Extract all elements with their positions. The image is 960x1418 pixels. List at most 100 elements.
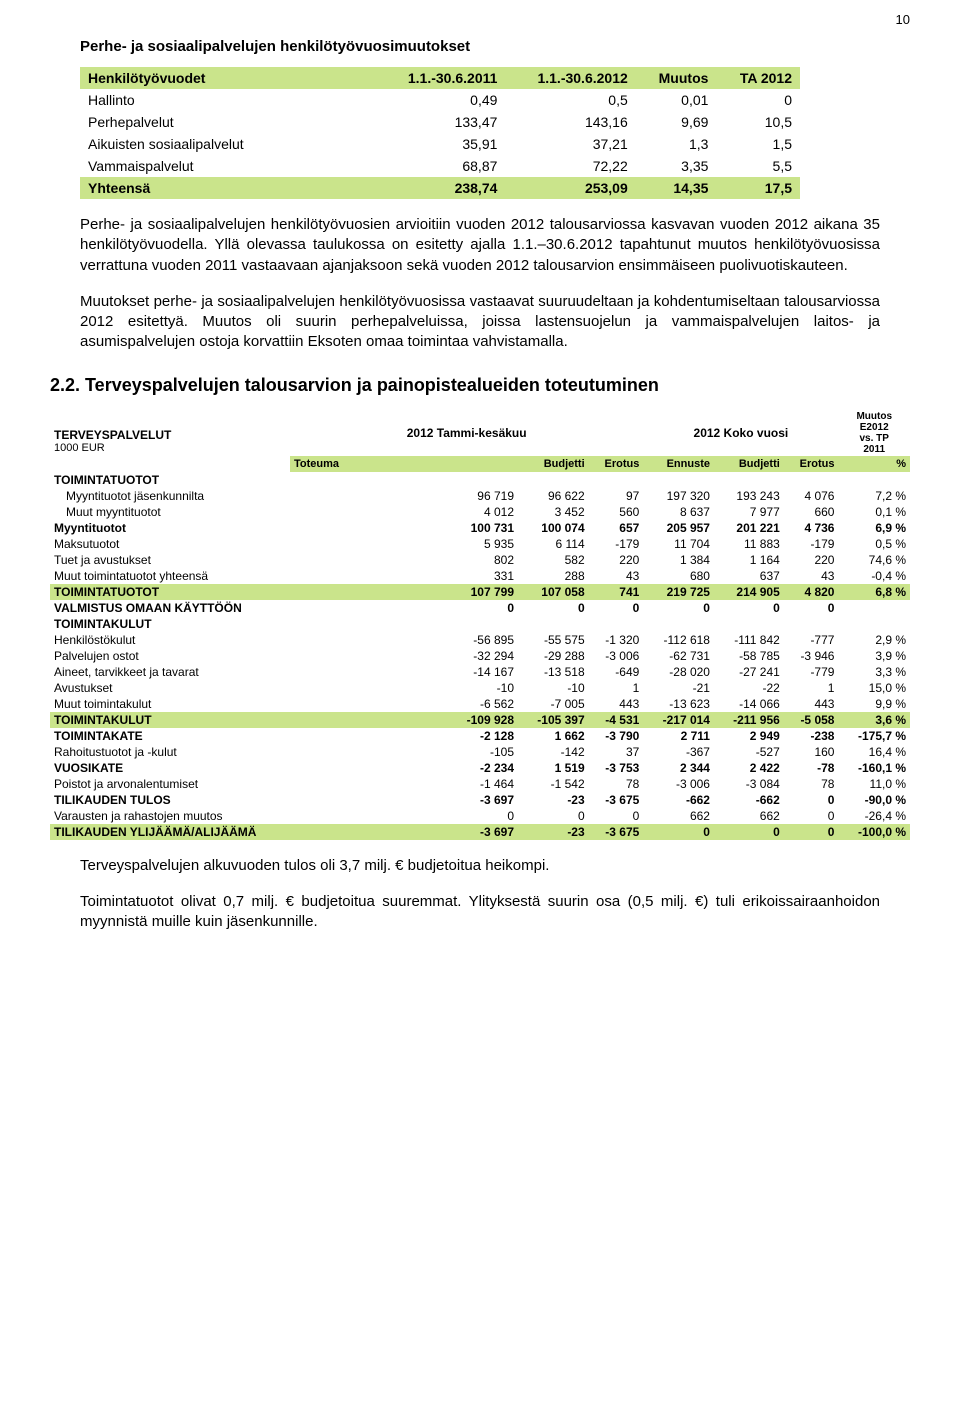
cell-value: -777 [784,632,839,648]
cell-value: -21 [643,680,714,696]
table-row: Rahoitustuotot ja -kulut-105-14237-367-5… [50,744,910,760]
cell-value: -112 618 [643,632,714,648]
cell-label: Aikuisten sosiaalipalvelut [80,133,376,155]
table-row: Perhepalvelut133,47143,169,6910,5 [80,111,800,133]
col-h1: 1.1.-30.6.2011 [376,67,505,89]
cell-label: Varausten ja rahastojen muutos [50,808,290,824]
cell-value: 4 820 [784,584,839,600]
cell-value: 802 [290,552,518,568]
cell-value: 201 221 [714,520,784,536]
cell-value: 160 [784,744,839,760]
cell-value: -32 294 [290,648,518,664]
cell-value: 2 422 [714,760,784,776]
cell-value: 1 519 [518,760,589,776]
cell-label: Aineet, tarvikkeet ja tavarat [50,664,290,680]
cell-value [714,472,784,488]
table-row: TOIMINTAKATE-2 1281 662-3 7902 7112 949-… [50,728,910,744]
cell-value: -3 006 [589,648,644,664]
cell-value: 4 736 [784,520,839,536]
cell-label: Muut myyntituotot [50,504,290,520]
cell-value: 5,5 [716,155,800,177]
cell-value: 96 622 [518,488,589,504]
cell-label: TOIMINTATUOTOT [50,584,290,600]
cell-value: -23 [518,792,589,808]
col-label: Henkilötyövuodet [80,67,376,89]
cell-value: 680 [643,568,714,584]
cell-value: 5 935 [290,536,518,552]
cell-label: Poistot ja arvonalentumiset [50,776,290,792]
cell-value: 1,3 [636,133,717,155]
cell-value: -1 464 [290,776,518,792]
cell-value: -105 397 [518,712,589,728]
cell-value: -10 [518,680,589,696]
cell-value [290,616,518,632]
table-row: Varausten ja rahastojen muutos0006626620… [50,808,910,824]
cell-value: 582 [518,552,589,568]
col-h4: TA 2012 [716,67,800,89]
cell-label: TOIMINTAKULUT [50,616,290,632]
cell-value: 0 [643,600,714,616]
cell-value: 133,47 [376,111,505,133]
cell-value [784,616,839,632]
cell-label: TOIMINTATUOTOT [50,472,290,488]
cell-value: 0 [290,808,518,824]
table-row: Aineet, tarvikkeet ja tavarat-14 167-13 … [50,664,910,680]
total-c3: 17,5 [716,177,800,199]
table-row: Poistot ja arvonalentumiset-1 464-1 5427… [50,776,910,792]
cell-value [643,616,714,632]
col-h2: 1.1.-30.6.2012 [505,67,635,89]
cell-value: -62 731 [643,648,714,664]
paragraph-2: Muutokset perhe- ja sosiaalipalvelujen h… [80,292,880,353]
cell-label: VALMISTUS OMAAN KÄYTTÖÖN [50,600,290,616]
cell-value: -13 518 [518,664,589,680]
cell-value: 205 957 [643,520,714,536]
cell-value: -217 014 [643,712,714,728]
table2-title: TERVEYSPALVELUT [54,428,286,442]
cell-value: 0 [643,824,714,840]
cell-value [714,616,784,632]
col-h3: Muutos [636,67,717,89]
cell-value: -23 [518,824,589,840]
cell-label: TILIKAUDEN TULOS [50,792,290,808]
cell-value: 2 949 [714,728,784,744]
cell-value: -179 [589,536,644,552]
cell-value: 657 [589,520,644,536]
cell-value: 1 384 [643,552,714,568]
cell-value: 741 [589,584,644,600]
cell-value: 0 [518,808,589,824]
cell-value: -6 562 [290,696,518,712]
cell-value: 2 711 [643,728,714,744]
cell-value: -662 [714,792,784,808]
cell-value: 107 799 [290,584,518,600]
cell-value: 15,0 % [838,680,910,696]
cell-label: Myyntituotot [50,520,290,536]
cell-value: -142 [518,744,589,760]
cell-value: -27 241 [714,664,784,680]
table-row: Tuet ja avustukset8025822201 3841 164220… [50,552,910,568]
cell-value: -649 [589,664,644,680]
total-label: Yhteensä [80,177,376,199]
cell-value: 3 452 [518,504,589,520]
cell-value: 37,21 [505,133,635,155]
cell-value: 1 164 [714,552,784,568]
total-c0: 238,74 [376,177,505,199]
table-row: Aikuisten sosiaalipalvelut35,9137,211,31… [80,133,800,155]
cell-value: 143,16 [505,111,635,133]
cell-value: 16,4 % [838,744,910,760]
col2-1: Toteuma [290,456,518,472]
table-row: TOIMINTAKULUT-109 928-105 397-4 531-217 … [50,712,910,728]
cell-value: -3 697 [290,824,518,840]
col2-3: Erotus [589,456,644,472]
table-row: Maksutuotot5 9356 114-17911 70411 883-17… [50,536,910,552]
cell-value: 78 [784,776,839,792]
cell-value: 37 [589,744,644,760]
cell-value: -29 288 [518,648,589,664]
cell-value: -4 531 [589,712,644,728]
cell-value: 4 076 [784,488,839,504]
cell-label: Henkilöstökulut [50,632,290,648]
cell-value: 96 719 [290,488,518,504]
cell-value: 107 058 [518,584,589,600]
cell-value: 0,5 % [838,536,910,552]
muutos-header: Muutos E2012 vs. TP 2011 [838,410,910,456]
cell-value: 0 [714,600,784,616]
